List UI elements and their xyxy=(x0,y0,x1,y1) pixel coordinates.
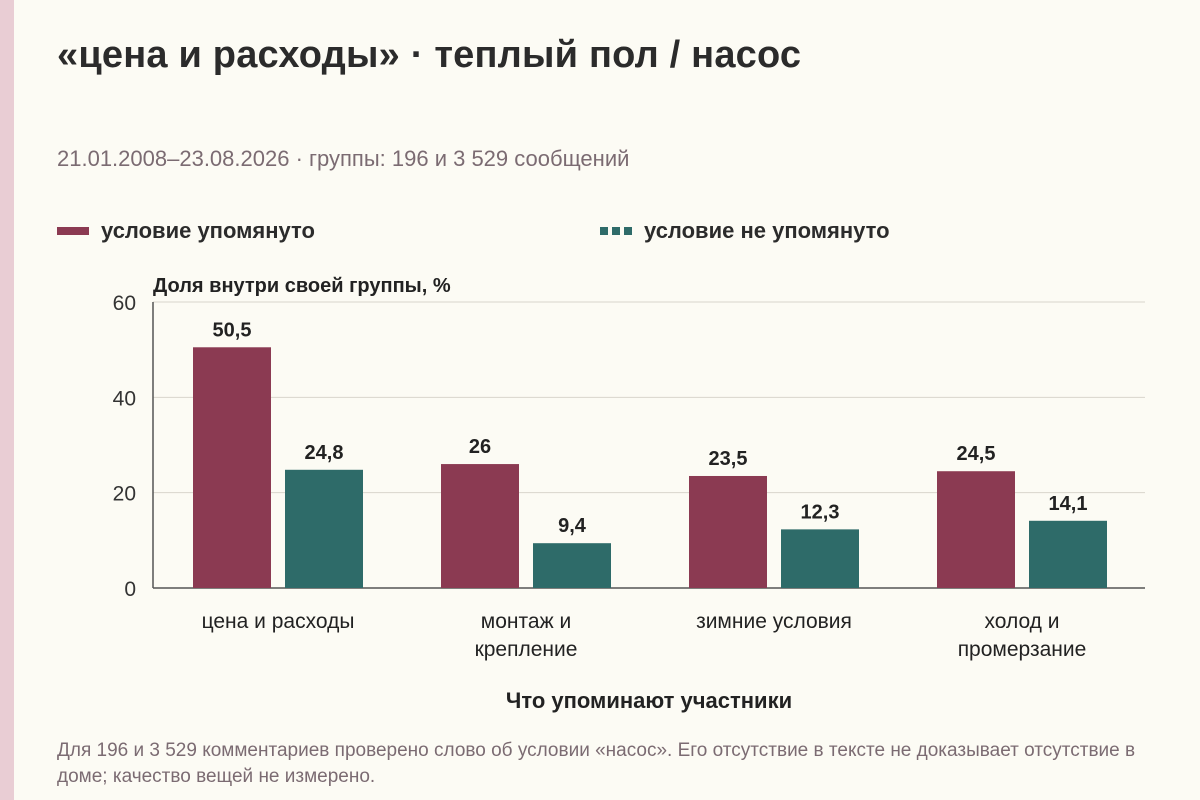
x-tick-label: цена и расходы xyxy=(202,610,355,633)
bar xyxy=(441,464,519,588)
bar xyxy=(285,469,363,588)
y-axis-ticks: 0 20 40 60 xyxy=(113,292,136,601)
legend-label-mentioned: условие упомянуто xyxy=(101,218,315,243)
side-accent-strip xyxy=(0,0,14,800)
x-tick-label: зимние условия xyxy=(696,610,852,633)
y-axis-label: Доля внутри своей группы, % xyxy=(153,275,451,297)
bar-value-label: 23,5 xyxy=(709,448,748,470)
bar xyxy=(689,475,767,588)
bar xyxy=(781,529,859,588)
legend-swatch-mentioned xyxy=(57,227,89,235)
bar-value-label: 9,4 xyxy=(558,515,587,537)
y-tick-label: 20 xyxy=(113,483,136,506)
bar-value-label: 26 xyxy=(469,436,491,458)
y-tick-label: 40 xyxy=(113,387,136,410)
x-axis-label: Что упоминают участники xyxy=(506,688,792,713)
bar-value-label: 12,3 xyxy=(801,501,840,523)
bar xyxy=(533,543,611,588)
legend-swatch-not-mentioned xyxy=(600,227,632,235)
legend-item-mentioned: условие упомянуто xyxy=(57,218,315,244)
footnote: Для 196 и 3 529 комментариев проверено с… xyxy=(57,740,1136,787)
chart-title: «цена и расходы» · теплый пол / насос xyxy=(57,34,802,76)
bars-group: 50,5 26 23,5 24,5 24,8 9,4 12,3 14,1 xyxy=(193,319,1107,588)
legend-item-not-mentioned: условие не упомянуто xyxy=(600,218,890,244)
bar-value-label: 14,1 xyxy=(1049,493,1088,515)
x-tick-label: холод и промерзание xyxy=(958,610,1087,661)
category-labels: цена и расходы монтаж и крепление зимние ус… xyxy=(202,610,1087,661)
gridlines xyxy=(153,301,1145,494)
legend-label-not-mentioned: условие не упомянуто xyxy=(644,218,890,243)
x-tick-label: монтаж и крепление xyxy=(475,610,578,661)
bar xyxy=(937,471,1015,588)
chart-subtitle: 21.01.2008–23.08.2026 · группы: 196 и 3 … xyxy=(57,146,630,171)
y-tick-label: 0 xyxy=(124,578,136,601)
bar xyxy=(193,347,271,588)
bar-value-label: 24,5 xyxy=(957,443,996,465)
bar-value-label: 24,8 xyxy=(305,442,344,464)
bar-value-label: 50,5 xyxy=(213,319,252,341)
bar xyxy=(1029,520,1107,588)
y-tick-label: 60 xyxy=(113,292,136,315)
